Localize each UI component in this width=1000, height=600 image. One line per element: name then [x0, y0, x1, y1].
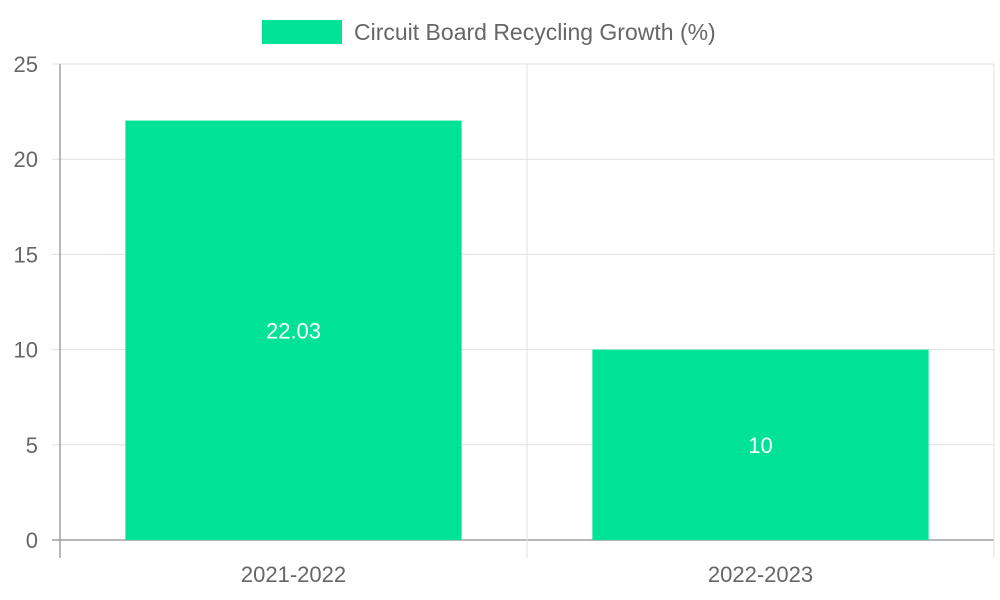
y-tick-label: 5 [26, 433, 38, 458]
y-tick-label: 0 [26, 528, 38, 553]
y-tick-label: 10 [14, 338, 38, 363]
legend[interactable]: Circuit Board Recycling Growth (%) [262, 19, 716, 45]
bars [125, 120, 929, 540]
bar-data-label: 22.03 [266, 318, 321, 343]
bar[interactable] [125, 120, 462, 540]
bar[interactable] [592, 349, 929, 540]
x-tick-label: 2021-2022 [241, 562, 346, 587]
y-tick-label: 25 [14, 52, 38, 77]
data-labels: 22.03 10 [266, 318, 773, 458]
legend-swatch [262, 20, 342, 44]
axes: 0 5 10 15 20 25 2021-2022 2022-2023 [14, 52, 814, 587]
legend-label: Circuit Board Recycling Growth (%) [354, 19, 716, 45]
x-tick-label: 2022-2023 [708, 562, 813, 587]
y-tick-label: 15 [14, 242, 38, 267]
y-tick-label: 20 [14, 147, 38, 172]
bar-data-label: 10 [748, 433, 772, 458]
